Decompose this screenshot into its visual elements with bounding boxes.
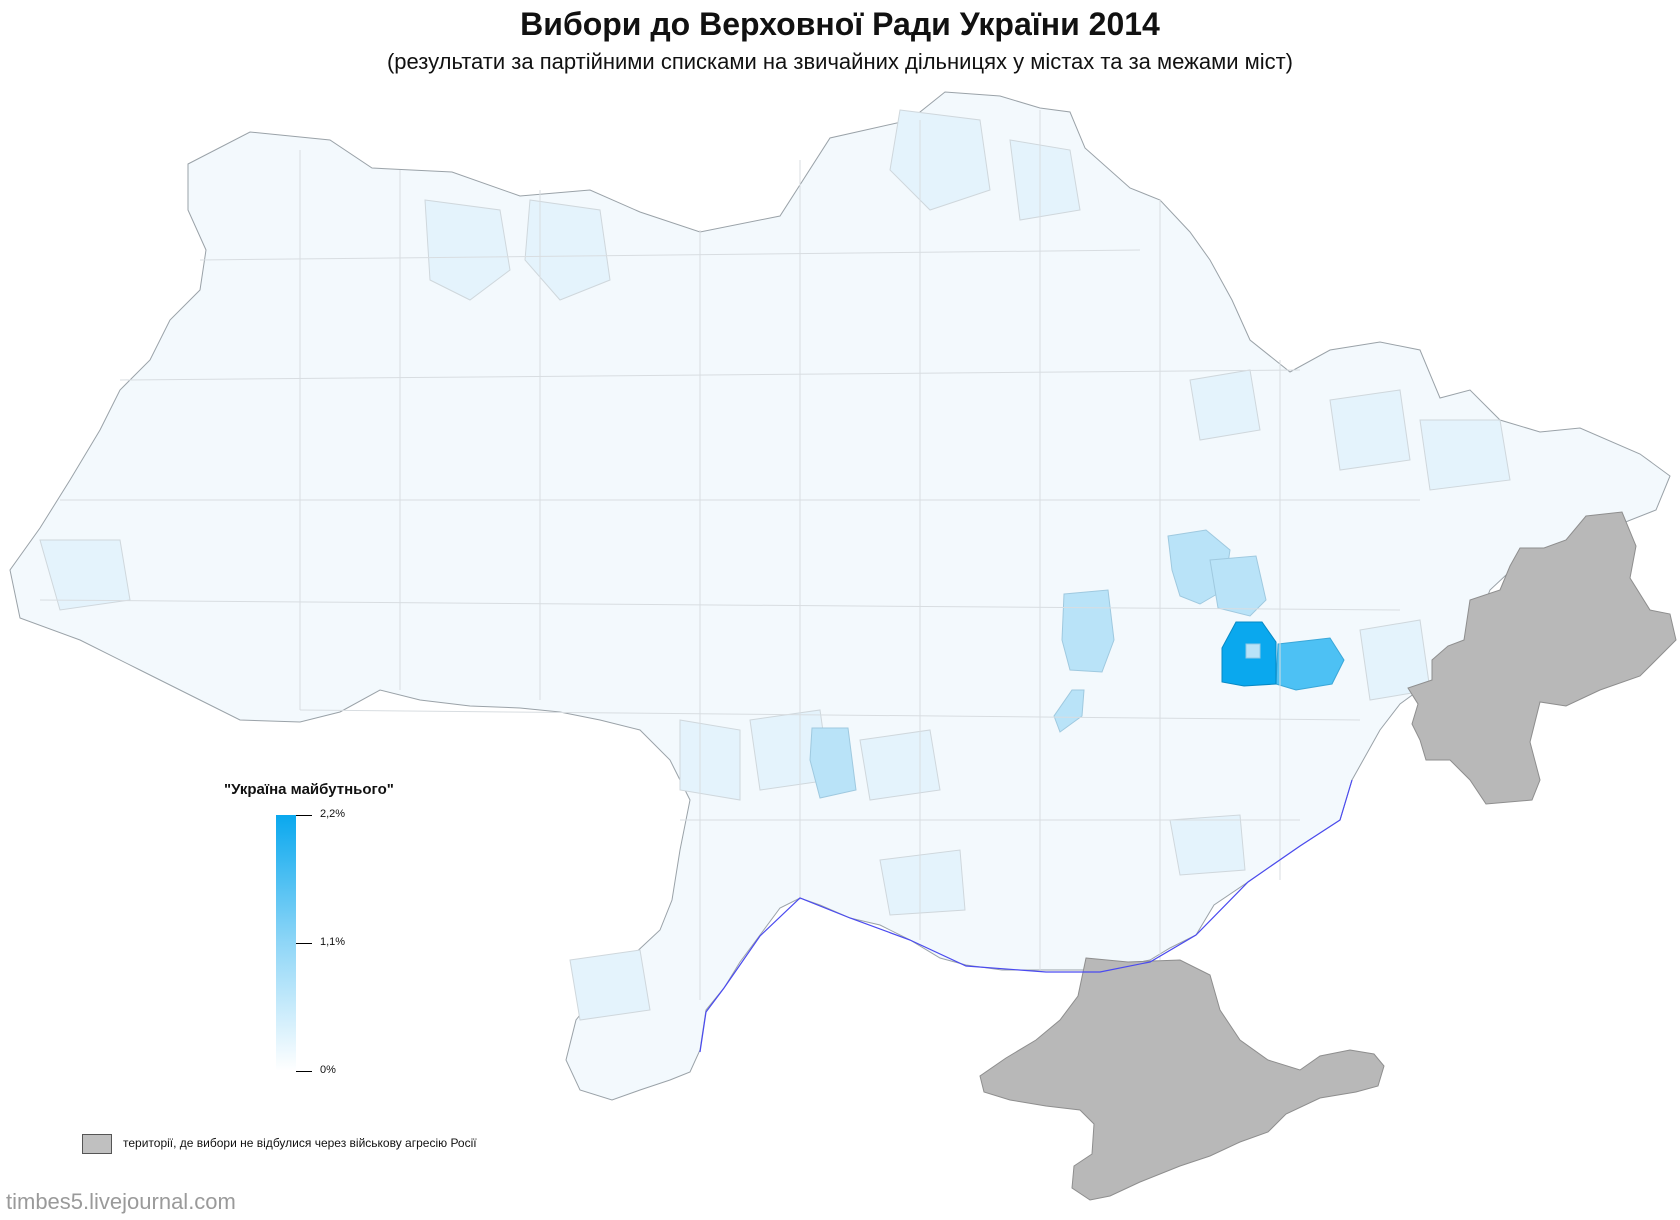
occupied-donbas	[1407, 511, 1677, 805]
legend-tick-min	[296, 1071, 312, 1072]
occupied-legend-swatch	[82, 1134, 112, 1154]
legend-tick-mid	[296, 943, 312, 944]
map-subtitle: (результати за партійними списками на зв…	[386, 49, 1294, 74]
occupied-legend-label: території, де вибори не відбулися через …	[123, 1136, 477, 1150]
legend-label-min: 0%	[320, 1064, 336, 1076]
legend-label-max: 2,2%	[320, 808, 346, 820]
city-marker	[1245, 643, 1261, 659]
legend-title: "Україна майбутнього"	[224, 781, 394, 798]
light-regions	[39, 109, 1511, 1021]
credit-watermark: timbes5.livejournal.com	[6, 1189, 236, 1214]
mid-regions	[809, 529, 1267, 799]
district-borders	[39, 110, 1420, 1000]
occupied-crimea	[979, 957, 1385, 1201]
mainland-ukraine	[9, 91, 1671, 1101]
legend-color-scale	[276, 815, 296, 1071]
legend-label-mid: 1,1%	[320, 936, 346, 948]
map-title: Вибори до Верховної Ради України 2014	[520, 6, 1160, 42]
coastline	[699, 779, 1353, 1053]
legend-tick-max	[296, 815, 312, 816]
